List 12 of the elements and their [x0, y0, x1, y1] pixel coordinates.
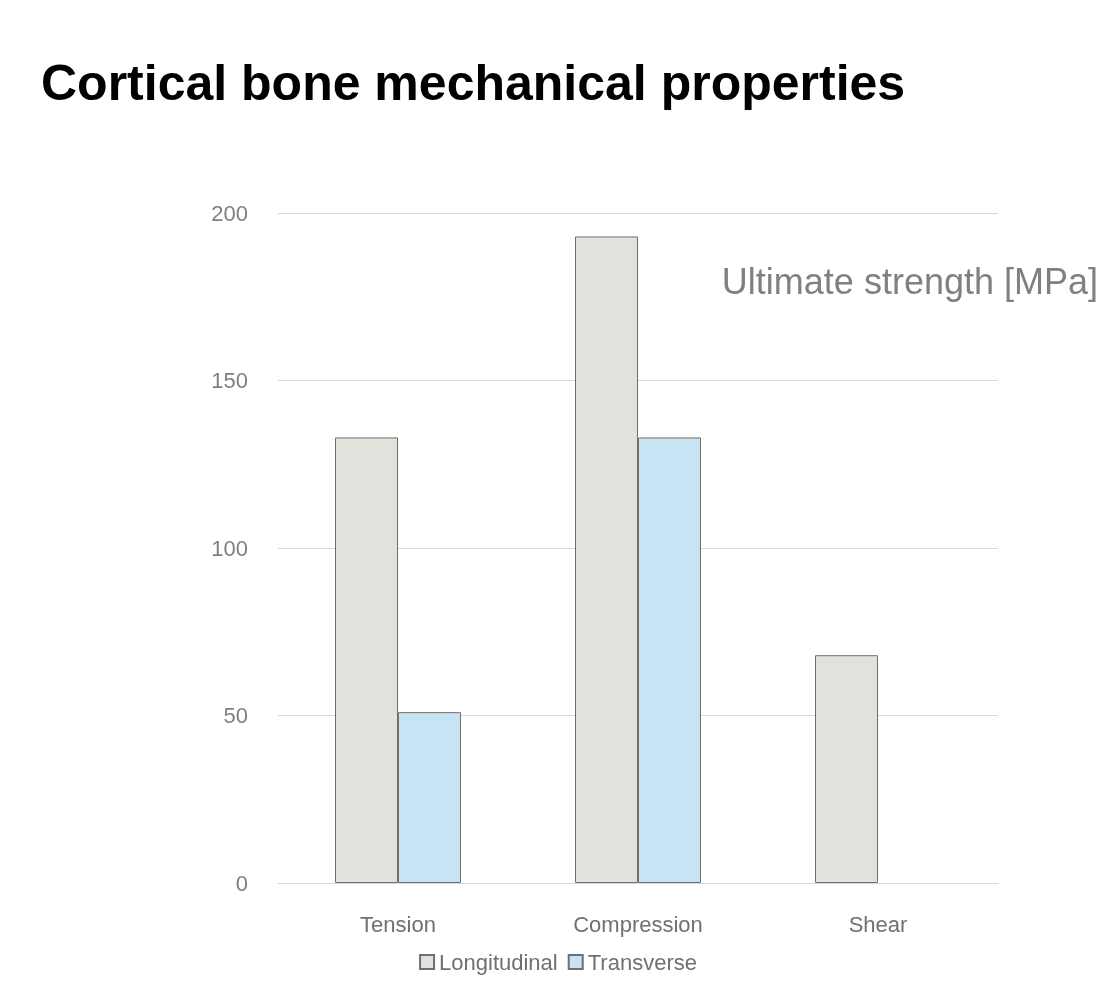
- y-tick-label: 0: [235, 870, 248, 896]
- y-tick-label: 100: [211, 535, 248, 561]
- x-tick-label: Shear: [848, 911, 908, 937]
- y-tick-label: 200: [211, 200, 248, 226]
- legend-label: Transverse: [587, 949, 697, 975]
- y-tick-label: 150: [211, 368, 248, 393]
- chart-title: Cortical bone mechanical properties: [41, 55, 906, 111]
- x-tick-label: Compression: [573, 911, 703, 937]
- x-tick-label: Tension: [360, 911, 436, 937]
- legend-label: Longitudinal: [439, 949, 558, 975]
- annotation: Ultimate strength [MPa]: [721, 260, 1098, 302]
- y-tick-label: 50: [223, 703, 248, 728]
